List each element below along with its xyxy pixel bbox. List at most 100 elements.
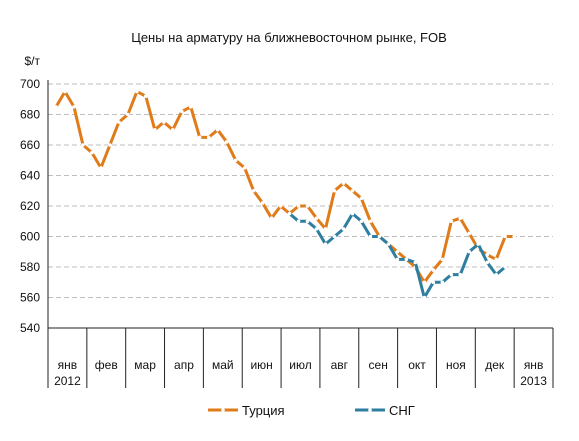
data-point (422, 280, 427, 285)
data-point (126, 112, 130, 117)
data-point (449, 272, 454, 277)
legend-label: СНГ (389, 403, 415, 418)
data-point (72, 105, 76, 109)
y-tick-label: 540 (20, 321, 40, 335)
data-point (476, 242, 481, 246)
data-point (54, 105, 58, 109)
data-point (458, 216, 463, 220)
data-point (63, 89, 67, 94)
series-lines (54, 89, 516, 300)
data-point (179, 109, 184, 114)
x-tick-label: окт (408, 358, 426, 372)
data-point (144, 94, 148, 98)
data-point (431, 268, 436, 272)
x-year-label: 2012 (54, 374, 81, 388)
data-point (90, 150, 94, 155)
data-point (197, 135, 202, 140)
x-tick-label: фев (95, 358, 118, 372)
data-point (449, 219, 454, 224)
data-point (440, 257, 445, 262)
data-point (503, 234, 507, 239)
data-point (251, 188, 256, 193)
data-point (494, 257, 498, 262)
x-tick-label: ноя (446, 358, 466, 372)
y-tick-label: 620 (20, 199, 40, 213)
y-tick-label: 600 (20, 230, 40, 244)
data-point (413, 260, 418, 265)
y-tick-label: 700 (20, 77, 40, 91)
data-point (153, 127, 157, 132)
data-point (206, 135, 211, 140)
data-point (485, 253, 490, 257)
data-point (395, 249, 400, 254)
y-tick-label: 660 (20, 138, 40, 152)
data-point (341, 227, 346, 231)
x-tick-label: янв (58, 358, 78, 372)
x-tick-label: май (212, 358, 234, 372)
x-tick-label: дек (485, 358, 505, 372)
data-point (314, 227, 319, 231)
data-point (431, 280, 436, 285)
data-point (350, 188, 355, 193)
y-axis-unit-label: $/т (24, 54, 40, 68)
data-point (242, 166, 247, 170)
y-axis-ticks: 540 560 580 600 620 640 660 680 700 (20, 77, 40, 335)
data-point (404, 257, 409, 262)
x-tick-label: мар (134, 358, 156, 372)
y-tick-label: 680 (20, 108, 40, 122)
data-point (215, 127, 220, 132)
data-point (359, 219, 364, 224)
data-point (233, 158, 238, 163)
data-point (314, 216, 319, 220)
data-point (296, 219, 301, 224)
legend-marker (221, 408, 225, 412)
data-point (296, 204, 301, 208)
data-point (269, 216, 274, 220)
data-point (117, 120, 121, 124)
data-point (224, 140, 229, 144)
data-point (467, 249, 472, 254)
y-tick-label: 640 (20, 169, 40, 183)
data-point (278, 204, 283, 208)
data-point (368, 234, 373, 239)
data-point (395, 257, 400, 262)
data-point (341, 181, 346, 185)
data-point (368, 219, 373, 224)
data-point (305, 219, 310, 224)
data-point (485, 260, 490, 265)
data-point (260, 201, 265, 205)
data-point (359, 196, 364, 201)
data-point (440, 280, 445, 285)
data-point (162, 120, 166, 124)
series-line (54, 90, 516, 284)
data-point (467, 231, 472, 236)
data-point (422, 295, 427, 300)
data-point (458, 272, 463, 277)
y-tick-label: 560 (20, 291, 40, 305)
data-point (108, 143, 112, 147)
x-tick-label: апр (174, 358, 194, 372)
x-axis: янв 2012 фев мар апр май июн июл авг сен окт ноя дек… (47, 80, 554, 388)
chart-title: Цены на арматуру на ближневосточном рынк… (131, 30, 447, 45)
data-point (305, 204, 310, 208)
x-tick-label: сен (369, 358, 388, 372)
data-point (81, 143, 85, 147)
legend: Турция СНГ (208, 403, 415, 418)
x-year-label: 2013 (520, 374, 547, 388)
x-tick-label: июн (250, 358, 272, 372)
y-tick-label: 580 (20, 260, 40, 274)
x-tick-label: авг (331, 358, 349, 372)
data-point (287, 211, 292, 216)
data-point (503, 265, 507, 269)
data-point (332, 188, 337, 193)
legend-marker (368, 408, 372, 412)
data-point (386, 242, 391, 246)
data-point (494, 272, 498, 277)
data-point (99, 166, 103, 170)
legend-label: Турция (242, 403, 285, 418)
data-point (332, 234, 337, 239)
data-point (350, 211, 355, 216)
x-tick-label: июл (289, 358, 311, 372)
x-tick-label: янв (524, 358, 544, 372)
